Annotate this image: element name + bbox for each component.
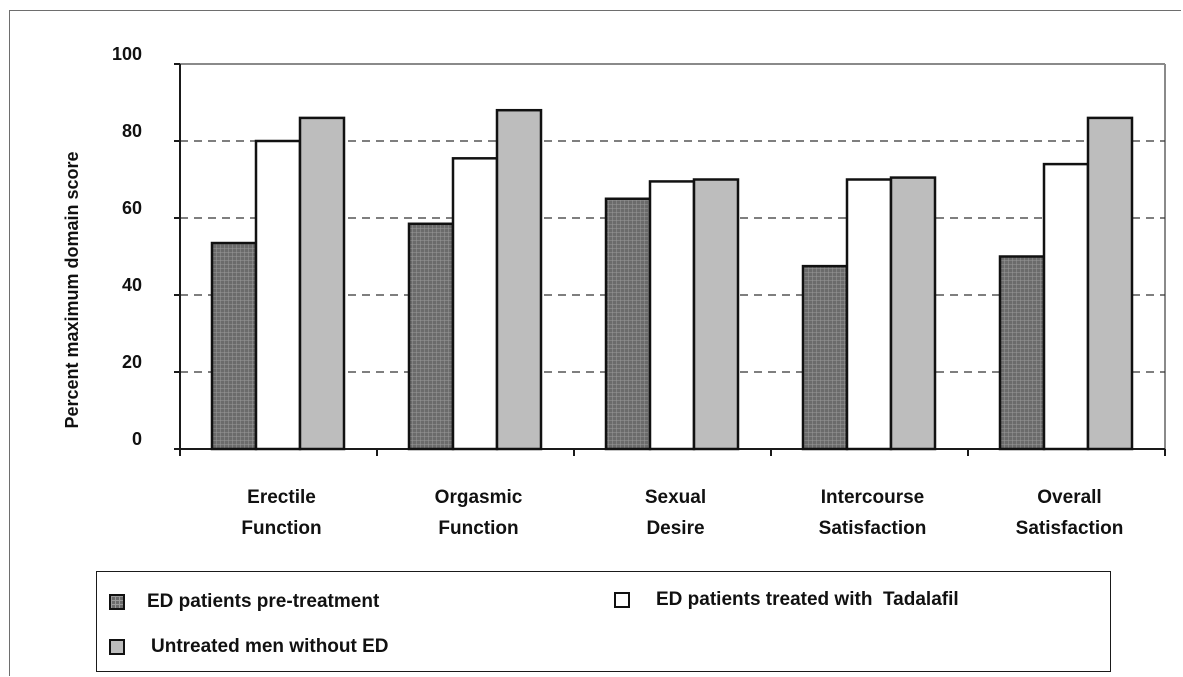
bar-chart: 0 20 40 60 80 100 Erectile Function Orgasmic Func… — [62, 44, 1166, 539]
bar — [998, 255, 1046, 451]
y-tick-label: 60 — [122, 198, 142, 218]
bar — [298, 116, 346, 451]
plot-area: 0 20 40 60 80 100 Erectile Function Orgasmic Func… — [112, 44, 1166, 539]
bar — [254, 139, 302, 451]
legend: ED patients pre-treatment ED patients tr… — [96, 571, 1111, 672]
x-tick-label: Satisfaction — [819, 518, 927, 539]
y-axis-label: Percent maximum domain score — [62, 151, 82, 428]
x-tick-label: Satisfaction — [1016, 518, 1124, 539]
legend-swatch-pre-treatment — [109, 594, 125, 610]
x-tick-label: Function — [241, 518, 321, 539]
x-tick-label: Intercourse — [821, 487, 924, 508]
legend-item-pre-treatment: ED patients pre-treatment — [109, 591, 379, 613]
bar — [692, 178, 740, 451]
bar — [648, 180, 696, 451]
legend-swatch-tadalafil — [614, 592, 630, 608]
y-tick-label: 80 — [122, 121, 142, 141]
legend-item-untreated: Untreated men without ED — [109, 636, 389, 658]
x-tick-label: Erectile — [247, 487, 316, 508]
bar — [1086, 116, 1134, 451]
x-tick-label: Desire — [646, 518, 704, 539]
legend-label-pre-treatment: ED patients pre-treatment — [147, 591, 380, 612]
y-tick-label: 100 — [112, 44, 142, 64]
x-tick-label: Sexual — [645, 487, 706, 508]
x-tick-label: Function — [438, 518, 518, 539]
bar — [495, 108, 543, 451]
y-tick-label: 40 — [122, 275, 142, 295]
bar — [889, 176, 937, 451]
x-tick-label: Overall — [1037, 487, 1101, 508]
bar — [845, 178, 893, 451]
bar — [604, 197, 652, 451]
y-tick-label: 0 — [132, 429, 142, 449]
legend-label-tadalafil: ED patients treated with Tadalafil — [656, 589, 959, 610]
bar — [801, 264, 849, 451]
y-tick-label: 20 — [122, 352, 142, 372]
bar — [407, 222, 455, 451]
legend-swatch-untreated — [109, 639, 125, 655]
chart-frame — [9, 10, 1181, 676]
bar — [451, 157, 499, 451]
legend-item-tadalafil: ED patients treated with Tadalafil — [614, 589, 959, 611]
bar — [1042, 162, 1090, 451]
x-tick-label: Orgasmic — [435, 487, 523, 508]
bar — [210, 241, 258, 451]
legend-label-untreated: Untreated men without ED — [151, 636, 389, 657]
